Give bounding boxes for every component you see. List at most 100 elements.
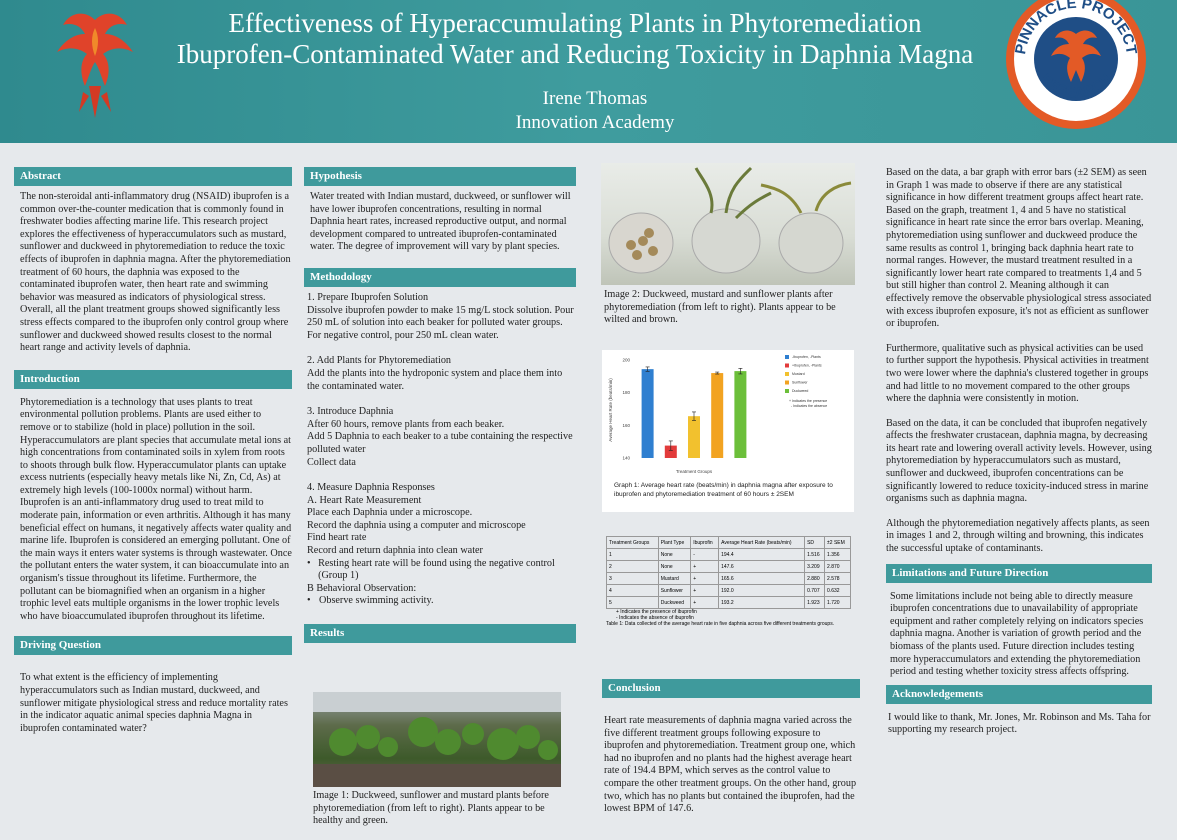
- table-row: 4 Sunflower +192.0 0.707 0.632: [606, 584, 851, 597]
- table-header: Average Heart Rate (beats/min): [718, 536, 806, 549]
- table-cell: +: [690, 596, 720, 609]
- table-row: 5 Duckweed +193.2 1.923 1.720: [606, 596, 851, 609]
- table-cell: None: [657, 548, 692, 561]
- step4-b: B Behavioral Observation:: [307, 582, 417, 594]
- acknowledgements-heading: Acknowledgements: [886, 684, 1152, 704]
- error-bar-group-4: [715, 371, 720, 375]
- conclusion-heading: Conclusion: [602, 679, 860, 698]
- table-cell: 1.516: [804, 548, 826, 561]
- abstract-text: The non-steroidal anti-inflammatory drug…: [20, 191, 291, 354]
- bar-group-5: [734, 371, 747, 458]
- x-axis-label: Treatment Groups: [676, 469, 713, 474]
- image-2-plants-after: [601, 163, 855, 285]
- legend-note-1: + Indicates the presence: [789, 399, 827, 403]
- introduction-heading: Introduction: [14, 369, 292, 389]
- table-cell: 2.880: [804, 572, 826, 585]
- table-header: SD: [804, 536, 826, 549]
- step3-line3: Collect data: [307, 456, 356, 468]
- table-cell: Sunflower: [657, 584, 692, 597]
- methodology-heading: Methodology: [304, 267, 576, 287]
- legend-swatch: [785, 380, 789, 385]
- y-tick-label: 200: [622, 358, 630, 363]
- table-header: Plant Type: [657, 536, 692, 549]
- bar-group-2: [664, 445, 677, 458]
- step4-bullet2: Observe swimming activity.: [319, 595, 434, 607]
- conclusion-section: Conclusion Heart rate measurements of da…: [602, 679, 860, 816]
- bar-group-3: [688, 416, 700, 458]
- table-cell: +: [690, 584, 720, 597]
- table-cell: 147.6: [718, 560, 806, 573]
- table-cell: +: [690, 560, 720, 573]
- legend-note-2: - Indicates the absence: [791, 404, 827, 408]
- poster-title: Effectiveness of Hyperaccumulating Plant…: [130, 8, 1020, 70]
- author-block: Irene Thomas Innovation Academy: [450, 87, 740, 135]
- school-name: Innovation Academy: [515, 112, 675, 133]
- hypothesis-text: Water treated with Indian mustard, duckw…: [310, 191, 571, 253]
- legend-label: Mustard: [792, 372, 805, 376]
- step2-title: 2. Add Plants for Phytoremediation: [307, 355, 452, 367]
- limitations-heading: Limitations and Future Direction: [886, 563, 1152, 583]
- plants-photo-icon: [313, 692, 561, 787]
- table-cell: 3.209: [804, 560, 826, 573]
- legend-label: -Ibuprofen, -Plants: [792, 355, 821, 359]
- step3-title: 3. Introduce Daphnia: [307, 406, 394, 418]
- error-bar-group-3: [692, 411, 696, 421]
- bar-chart: Average Heart Rate (beats/min) Treatment…: [608, 355, 827, 474]
- table-caption: Table 1: Data collected of the average h…: [606, 621, 835, 627]
- legend-swatch: [785, 363, 789, 368]
- results-heading: Results: [304, 624, 576, 644]
- legend-label: Duckweed: [792, 389, 808, 393]
- bar-group-1: [641, 369, 654, 458]
- step4-bullet1-row: • Resting heart rate will be found using …: [307, 558, 576, 583]
- step4-title: 4. Measure Daphnia Responses: [307, 482, 435, 494]
- table-cell: +: [690, 572, 720, 585]
- table-cell: 3: [606, 572, 659, 585]
- step4-bullet1: Resting heart rate will be found using t…: [318, 557, 555, 582]
- y-tick-label: 140: [622, 456, 630, 461]
- table-cell: 1.720: [824, 596, 851, 609]
- step4-a3: Find heart rate: [307, 532, 367, 544]
- wilted-plants-photo-icon: [608, 166, 852, 274]
- title-line-1: Effectiveness of Hyperaccumulating Plant…: [228, 8, 922, 38]
- table-header: ±2 SEM: [824, 536, 851, 549]
- discussion-para-1: Based on the data, a bar graph with erro…: [886, 167, 1152, 330]
- table-cell: 193.2: [718, 596, 806, 609]
- table-cell: 5: [606, 596, 659, 609]
- step4-a2: Record the daphnia using a computer and …: [307, 519, 526, 531]
- table-note-2: - Indicates the absence of ibuprofin: [616, 615, 694, 621]
- hypothesis-heading: Hypothesis: [304, 167, 576, 186]
- table-cell: 2.870: [824, 560, 851, 573]
- abstract-heading: Abstract: [14, 167, 292, 186]
- table-cell: Mustard: [657, 572, 692, 585]
- table-cell: 165.6: [718, 572, 806, 585]
- author-name: Irene Thomas: [542, 88, 648, 109]
- introduction-text: Phytoremediation is a technology that us…: [20, 396, 292, 622]
- y-tick-label: 160: [622, 423, 630, 428]
- legend-swatch: [785, 355, 789, 359]
- image-1-caption: Image 1: Duckweed, sunflower and mustard…: [313, 790, 549, 827]
- step2-text: Add the plants into the hydroponic syste…: [307, 367, 563, 392]
- step3-line1: After 60 hours, remove plants from each …: [307, 418, 505, 430]
- table-row: 1 None -194.4 1.516 1.356: [606, 548, 851, 561]
- table-note-1: + Indicates the presence of ibuprofin: [616, 609, 697, 615]
- legend-swatch: [785, 389, 789, 393]
- y-tick-label: 180: [622, 390, 630, 395]
- table-cell: Duckweed: [657, 596, 692, 609]
- table-header: Ibuprofin: [690, 536, 720, 549]
- step4-a1: Place each Daphnia under a microscope.: [307, 507, 473, 519]
- error-bar-group-1: [645, 366, 650, 372]
- table-cell: 0.632: [824, 584, 851, 597]
- step4-bullet2-row: • Observe swimming activity.: [307, 595, 434, 607]
- title-line-2: Ibuprofen-Contaminated Water and Reducin…: [176, 39, 974, 69]
- table-cell: 2: [606, 560, 659, 573]
- table-cell: 0.707: [804, 584, 826, 597]
- legend-label: +Ibuprofen, -Plants: [792, 364, 822, 368]
- table-header: Treatment Groups: [606, 536, 659, 549]
- methodology-body: 1. Prepare Ibuprofen Solution Dissolve i…: [307, 292, 576, 608]
- column-2: Hypothesis Water treated with Indian mus…: [304, 167, 576, 644]
- table-cell: 192.0: [718, 584, 806, 597]
- discussion-para-2: Furthermore, qualitative such as physica…: [886, 342, 1149, 405]
- table-row: 2 None +147.6 3.209 2.870: [606, 560, 851, 573]
- table-row: 3 Mustard +165.6 2.880 2.578: [606, 572, 851, 585]
- poster-header: Effectiveness of Hyperaccumulating Plant…: [0, 0, 1177, 143]
